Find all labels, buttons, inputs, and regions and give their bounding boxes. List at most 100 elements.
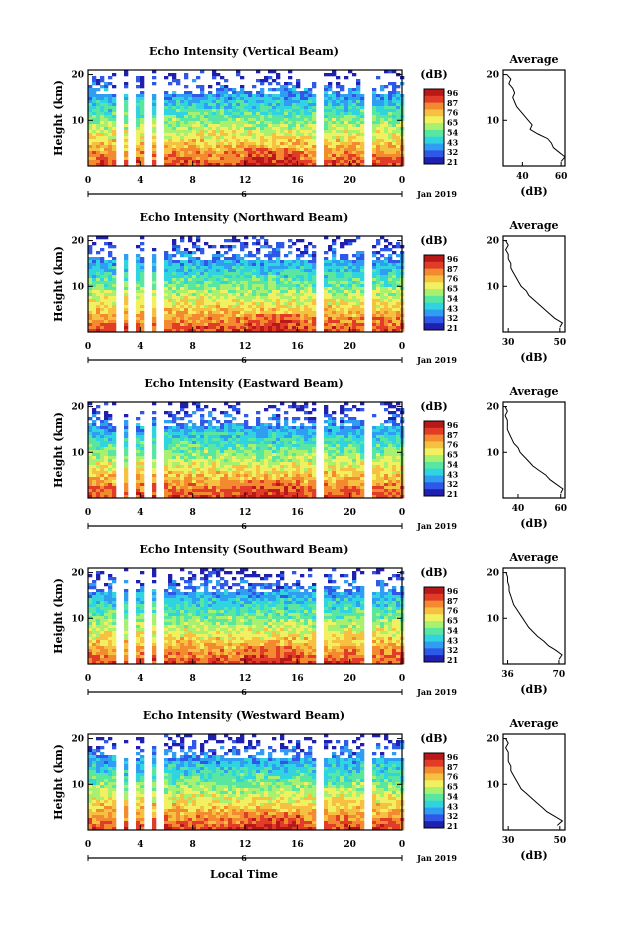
date-marker: 6 bbox=[241, 189, 247, 199]
x-tick-label: 0 bbox=[85, 176, 91, 186]
colorbar-tick-label: 65 bbox=[447, 782, 458, 792]
colorbar-segment bbox=[424, 427, 444, 436]
colorbar-unit: (dB) bbox=[420, 234, 447, 247]
y-axis-label: Height (km) bbox=[52, 246, 65, 322]
colorbar-tick-label: 65 bbox=[447, 284, 458, 294]
panel-title: Echo Intensity (Southward Beam) bbox=[140, 543, 349, 556]
x-tick-label: 12 bbox=[239, 674, 252, 684]
average-title: Average bbox=[508, 219, 558, 232]
colorbar-tick-label: 32 bbox=[447, 147, 458, 157]
x-tick-label: 0 bbox=[399, 840, 405, 850]
x-tick-label: 0 bbox=[85, 674, 91, 684]
colorbar-segment bbox=[424, 116, 444, 124]
y-tick-label: 10 bbox=[71, 780, 84, 790]
x-tick-label: 16 bbox=[291, 176, 304, 186]
date-label: Jan 2019 bbox=[416, 521, 457, 531]
x-tick-label: 8 bbox=[190, 342, 196, 352]
colorbar-tick-label: 87 bbox=[447, 430, 458, 440]
x-tick-label: 8 bbox=[190, 674, 196, 684]
colorbar-segment bbox=[424, 807, 444, 815]
average-profile-line bbox=[504, 406, 564, 494]
colorbar-tick-label: 54 bbox=[447, 127, 459, 137]
colorbar-segment bbox=[424, 143, 444, 151]
avg-x-tick-label: 70 bbox=[553, 670, 566, 680]
y-tick-label: 20 bbox=[71, 237, 84, 247]
colorbar-tick-label: 65 bbox=[447, 118, 458, 128]
average-profile-line bbox=[506, 74, 566, 162]
y-tick-label: 20 bbox=[71, 735, 84, 745]
avg-y-tick-label: 10 bbox=[486, 780, 499, 790]
colorbar-segment bbox=[424, 800, 444, 808]
avg-x-tick-label: 40 bbox=[516, 172, 529, 182]
avg-x-tick-label: 50 bbox=[554, 836, 567, 846]
colorbar-segment bbox=[424, 123, 444, 131]
x-tick-label: 8 bbox=[190, 840, 196, 850]
x-tick-label: 20 bbox=[343, 342, 356, 352]
colorbar-tick-label: 87 bbox=[447, 762, 458, 772]
colorbar-segment bbox=[424, 129, 444, 138]
date-label: Jan 2019 bbox=[416, 355, 457, 365]
colorbar-tick-label: 54 bbox=[447, 791, 459, 801]
average-title: Average bbox=[508, 53, 558, 66]
colorbar-unit: (dB) bbox=[420, 732, 447, 745]
heatmap-field bbox=[88, 568, 405, 665]
colorbar-segment bbox=[424, 316, 444, 324]
x-tick-label: 12 bbox=[239, 176, 252, 186]
y-axis-label: Height (km) bbox=[52, 80, 65, 156]
date-label: Jan 2019 bbox=[416, 189, 457, 199]
colorbar-segment bbox=[424, 441, 444, 449]
avg-y-tick-label: 10 bbox=[486, 448, 499, 458]
colorbar-segment bbox=[424, 448, 444, 456]
avg-y-tick-label: 10 bbox=[486, 116, 499, 126]
y-axis-label: Height (km) bbox=[52, 578, 65, 654]
x-tick-label: 12 bbox=[239, 840, 252, 850]
colorbar-segment bbox=[424, 268, 444, 276]
colorbar-segment bbox=[424, 295, 444, 304]
colorbar-unit: (dB) bbox=[420, 68, 447, 81]
colorbar-frame bbox=[423, 586, 445, 663]
colorbar-tick-label: 32 bbox=[447, 479, 458, 489]
colorbar-segment bbox=[424, 621, 444, 629]
colorbar-segment bbox=[424, 434, 444, 442]
panel-0: Echo Intensity (Vertical Beam) 20 10 Height… bbox=[52, 45, 567, 199]
colorbar-segment bbox=[424, 421, 444, 429]
date-label: Jan 2019 bbox=[416, 853, 457, 863]
average-frame bbox=[502, 567, 566, 665]
avg-y-tick-label: 20 bbox=[486, 569, 499, 579]
avg-x-label: (dB) bbox=[520, 517, 547, 530]
panel-3: Echo Intensity (Southward Beam) 20 10 Heigh… bbox=[52, 543, 566, 697]
heatmap-field bbox=[88, 70, 405, 167]
average-title: Average bbox=[508, 385, 558, 398]
x-tick-label: 4 bbox=[137, 508, 143, 518]
panel-1: Echo Intensity (Northward Beam) 20 10 Heigh… bbox=[52, 211, 566, 365]
colorbar-tick-label: 96 bbox=[447, 420, 459, 430]
average-frame bbox=[502, 401, 566, 499]
x-tick-label: 0 bbox=[85, 508, 91, 518]
avg-x-tick-label: 36 bbox=[501, 670, 514, 680]
colorbar-tick-label: 32 bbox=[447, 811, 458, 821]
colorbar-segment bbox=[424, 793, 444, 802]
colorbar-segment bbox=[424, 102, 444, 110]
date-marker: 6 bbox=[241, 521, 247, 531]
y-tick-label: 20 bbox=[71, 569, 84, 579]
colorbar-segment bbox=[424, 150, 444, 158]
panel-title: Echo Intensity (Vertical Beam) bbox=[149, 45, 339, 58]
y-axis-label: Height (km) bbox=[52, 744, 65, 820]
colorbar-tick-label: 54 bbox=[447, 625, 459, 635]
colorbar-segment bbox=[424, 766, 444, 774]
avg-x-tick-label: 40 bbox=[512, 504, 525, 514]
colorbar-segment bbox=[424, 468, 444, 476]
avg-x-label: (dB) bbox=[520, 351, 547, 364]
colorbar-segment bbox=[424, 648, 444, 656]
colorbar-frame bbox=[423, 88, 445, 165]
colorbar-segment bbox=[424, 753, 444, 761]
x-tick-label: 0 bbox=[399, 674, 405, 684]
x-tick-label: 16 bbox=[291, 674, 304, 684]
x-tick-label: 20 bbox=[343, 508, 356, 518]
colorbar-segment bbox=[424, 289, 444, 297]
colorbar-tick-label: 32 bbox=[447, 313, 458, 323]
colorbar-segment bbox=[424, 814, 444, 822]
y-tick-label: 20 bbox=[71, 403, 84, 413]
colorbar-segment bbox=[424, 275, 444, 283]
colorbar-tick-label: 43 bbox=[447, 469, 459, 479]
